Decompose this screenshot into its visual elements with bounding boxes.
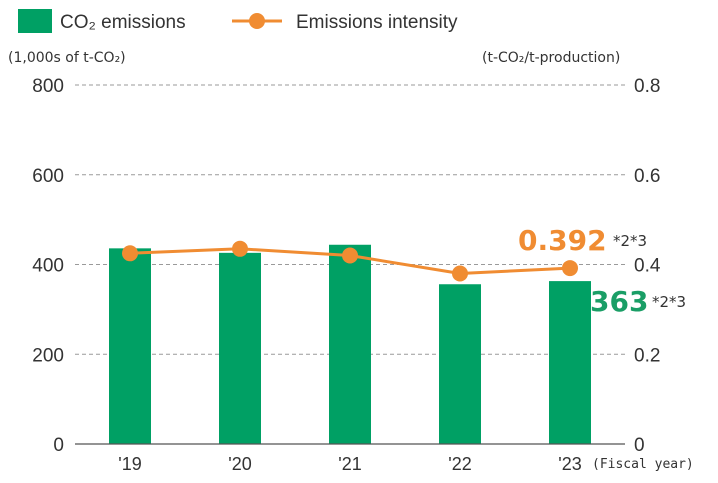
legend-label-co2-emissions: CO₂ emissions — [60, 12, 186, 33]
point-emissions-intensity — [232, 240, 248, 257]
bar-co2-emissions — [329, 244, 371, 444]
legend-label-emissions-intensity: Emissions intensity — [296, 12, 458, 33]
annotation-intensity-note: *2*3 — [613, 232, 647, 250]
point-emissions-intensity — [122, 245, 138, 262]
y-right-tick-label: 0.8 — [634, 76, 660, 97]
annotation-emissions-note: *2*3 — [652, 293, 686, 311]
x-ticks: '19 '20 '21 '22 '23 — [118, 454, 581, 474]
y-left-ticks: 0 200 400 600 800 — [32, 76, 64, 456]
y-left-tick-label: 200 — [32, 345, 64, 366]
bar-co2-emissions — [109, 248, 151, 444]
legend-marker-emissions-intensity — [249, 13, 265, 29]
legend-swatch-co2-emissions — [18, 9, 52, 33]
y-left-tick-label: 400 — [32, 256, 64, 277]
y-right-tick-label: 0.4 — [634, 256, 661, 277]
y-left-axis-label: (1,000s of t-CO₂) — [8, 50, 126, 66]
bar-co2-emissions — [219, 252, 261, 444]
intensity-line — [122, 240, 578, 282]
annotation-intensity-value: 0.392 — [518, 224, 607, 257]
x-tick-label: '23 — [558, 454, 581, 474]
y-right-axis-label: (t-CO₂/t-production) — [482, 50, 620, 66]
bar-co2-emissions — [549, 281, 591, 444]
x-tick-label: '19 — [118, 454, 141, 474]
annotation-emissions: 363 *2*3 — [590, 285, 686, 318]
bars — [109, 244, 591, 444]
x-tick-label: '21 — [338, 454, 361, 474]
y-right-tick-label: 0.2 — [634, 345, 660, 366]
annotation-intensity: 0.392 *2*3 — [518, 224, 647, 257]
point-emissions-intensity — [342, 247, 358, 264]
y-left-tick-label: 600 — [32, 166, 64, 187]
point-emissions-intensity — [562, 260, 578, 277]
y-right-tick-label: 0 — [634, 435, 645, 456]
annotation-emissions-value: 363 — [590, 285, 648, 318]
x-tick-label: '22 — [448, 454, 471, 474]
point-emissions-intensity — [452, 265, 468, 282]
x-axis-label: (Fiscal year) — [592, 457, 694, 472]
legend: CO₂ emissions Emissions intensity — [18, 9, 458, 33]
y-right-ticks: 0 0.2 0.4 0.6 0.8 — [634, 76, 661, 456]
y-left-tick-label: 0 — [53, 435, 64, 456]
y-right-tick-label: 0.6 — [634, 166, 660, 187]
bar-co2-emissions — [439, 284, 481, 444]
x-tick-label: '20 — [228, 454, 251, 474]
y-left-tick-label: 800 — [32, 76, 64, 97]
